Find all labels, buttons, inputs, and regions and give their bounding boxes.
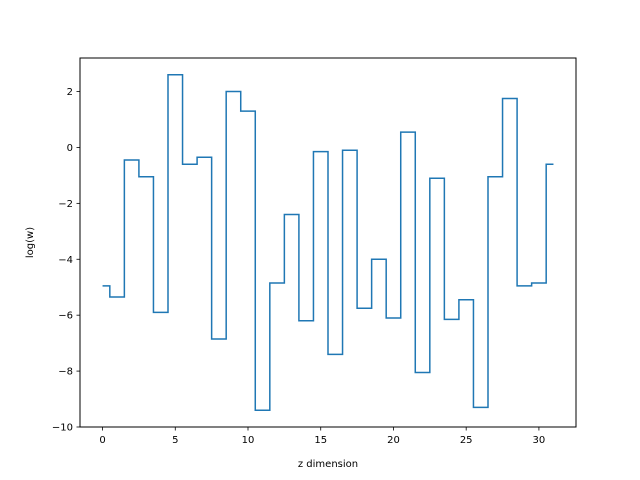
x-tick-label: 20 [387,435,400,446]
x-tick-label: 10 [242,435,255,446]
x-tick-label: 5 [172,435,178,446]
y-tick-label: 2 [67,87,73,98]
y-tick-label: −8 [58,367,73,378]
x-tick-label: 15 [314,435,327,446]
plot-frame [79,57,577,428]
x-axis-label: z dimension [298,459,358,470]
x-tick-label: 0 [99,435,105,446]
series-step-line [102,74,554,411]
y-tick-label: −10 [52,423,73,434]
y-axis-label: log(w) [25,227,36,258]
y-tick-label: −4 [58,255,73,266]
y-axis-ticks: −10 −8 −6 −4 −2 0 2 [52,87,80,434]
y-tick-label: 0 [67,143,73,154]
x-axis-ticks: 0 5 10 15 20 25 30 [99,427,545,446]
y-tick-label: −6 [58,311,73,322]
y-tick-label: −2 [58,199,73,210]
x-tick-label: 30 [533,435,546,446]
x-tick-label: 25 [460,435,473,446]
